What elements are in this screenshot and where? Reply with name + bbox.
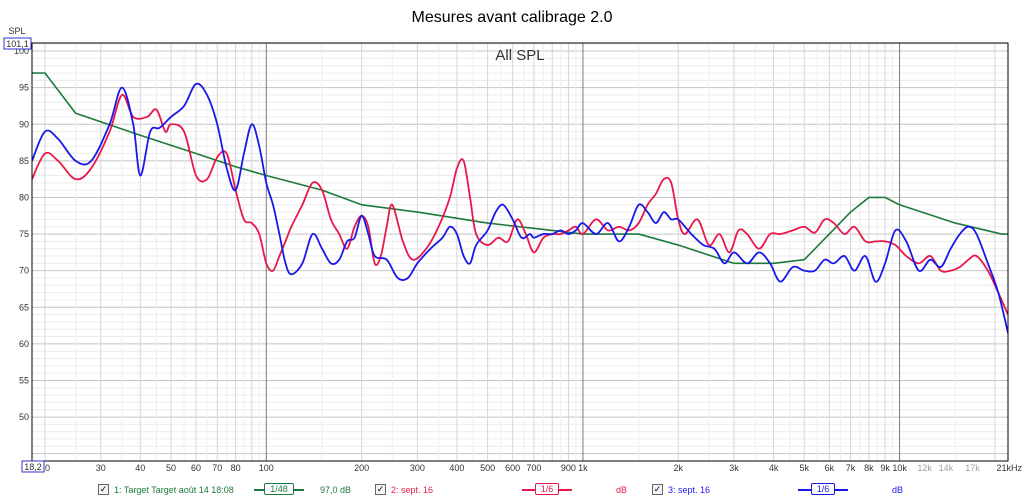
y-tick-label: 85 [19,156,29,166]
x-tick-label: 5k [799,463,809,473]
smoothing-value-meas2: 1/6 [810,483,836,495]
legend-label-target: 1: Target Target août 14 18:08 [114,484,234,495]
x-tick-label: 1k [578,463,588,473]
y-tick-label: 90 [19,119,29,129]
x-tick-label: 700 [526,463,541,473]
plot-frame [31,42,1009,462]
legend-checkbox-target[interactable]: ✓ [98,484,109,495]
legend-item-meas1[interactable]: ✓ 2: sept. 16 [375,484,433,495]
y-top-readout[interactable]: 101,1 [3,37,32,50]
x-tick-label: 2k [673,463,683,473]
x-tick-label: 40 [135,463,145,473]
x-tick-label: 17k [965,463,980,473]
legend-item-target[interactable]: ✓ 1: Target Target août 14 18:08 [98,484,234,495]
legend-checkbox-meas2[interactable]: ✓ [652,484,663,495]
smoothing-control-target[interactable]: 1/48 [254,483,304,495]
y-tick-label: 70 [19,266,29,276]
x-tick-label: 500 [480,463,495,473]
x-left-readout-value: 18,2 [24,462,42,472]
x-tick-label: 8k [864,463,874,473]
x-tick-label: 300 [410,463,425,473]
smoothing-control-meas2[interactable]: 1/6 [798,483,848,495]
x-tick-label: 6k [825,463,835,473]
smoothing-value-meas1: 1/6 [534,483,560,495]
x-tick-label: 30 [96,463,106,473]
legend-db-meas1: dB [616,485,628,495]
legend-item-meas2[interactable]: ✓ 3: sept. 16 [652,484,710,495]
x-tick-label: 4k [769,463,779,473]
x-tick-label: 3k [729,463,739,473]
smoothing-control-meas1[interactable]: 1/6 [522,483,572,495]
x-tick-label: 80 [231,463,241,473]
x-axis-ticks: 20 30 40 50 60 70 80 100 200 300 400 500 600 700 900 1k… [40,463,1023,473]
x-left-readout[interactable]: 18,2 [21,460,45,473]
x-tick-label: 12k [917,463,932,473]
y-axis-label: SPL [8,26,25,36]
x-tick-label: 100 [259,463,274,473]
plot-title: All SPL [495,47,544,64]
y-top-readout-value: 101,1 [6,39,29,49]
legend-checkbox-meas1[interactable]: ✓ [375,484,386,495]
chart-title: Mesures avant calibrage 2.0 [412,9,613,26]
spl-chart: Mesures avant calibrage 2.0 All SPL 100 9… [3,9,1023,473]
series-layer [32,72,1008,334]
y-tick-label: 55 [19,375,29,385]
legend: ✓ 1: Target Target août 14 18:08 1/48 97… [0,482,1024,500]
x-tick-label: 400 [449,463,464,473]
x-tick-label: 600 [505,463,520,473]
grid [32,43,1008,462]
x-tick-label: 50 [166,463,176,473]
x-tick-label: 10k [892,463,907,473]
x-tick-label: 20 [40,463,50,473]
x-tick-label: 7k [846,463,856,473]
x-tick-label: 70 [212,463,222,473]
y-tick-label: 100 [14,46,29,56]
x-tick-label: 200 [354,463,369,473]
series-line-1 [32,72,1008,265]
x-tick-label: 900 [561,463,576,473]
y-tick-label: 75 [19,229,29,239]
x-tick-label: 14k [939,463,954,473]
legend-label-meas1: 2: sept. 16 [391,484,434,495]
smoothing-value-target: 1/48 [264,483,294,495]
y-tick-label: 65 [19,302,29,312]
series-line-3 [32,82,1008,334]
legend-db-target: 97,0 dB [320,485,352,495]
legend-label-meas2: 3: sept. 16 [668,484,711,495]
legend-db-meas2: dB [892,485,904,495]
x-tick-label: 21kHz [996,463,1022,473]
series-line-2 [32,94,1008,315]
y-tick-label: 50 [19,412,29,422]
y-tick-label: 60 [19,339,29,349]
y-tick-label: 95 [19,83,29,93]
y-axis-ticks: 100 95 90 85 80 75 70 65 60 55 50 [14,46,29,422]
x-tick-label: 60 [191,463,201,473]
x-tick-label: 9k [880,463,890,473]
y-tick-label: 80 [19,192,29,202]
